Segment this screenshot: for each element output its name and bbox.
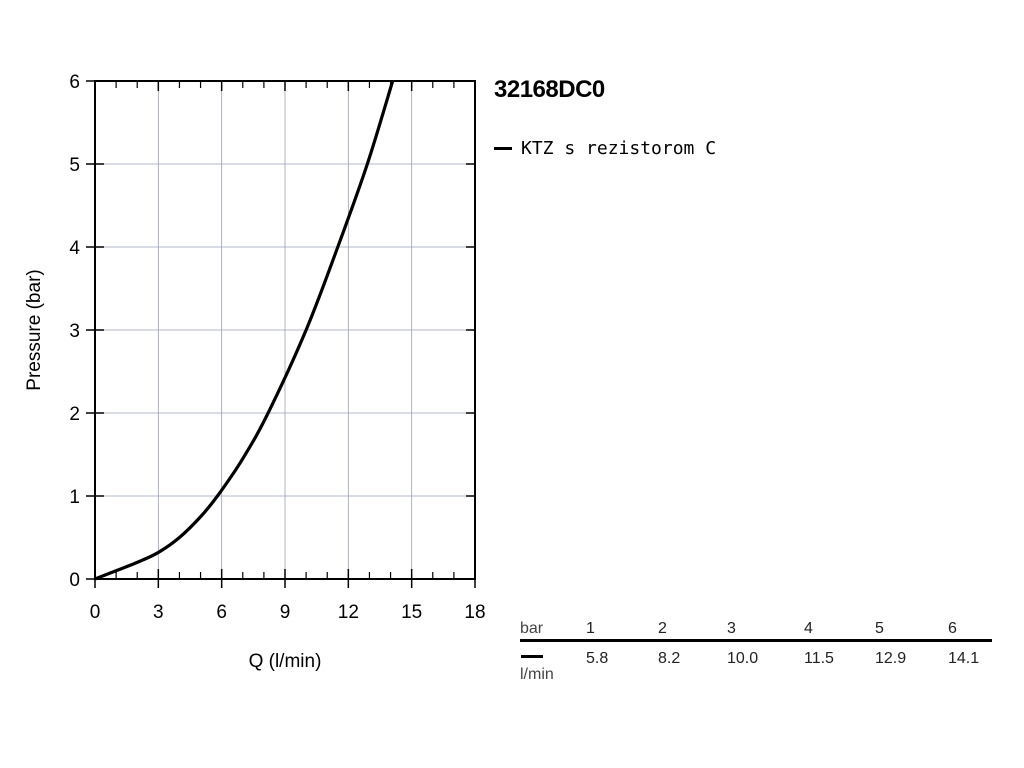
pressure-value-5: 5: [875, 620, 884, 637]
y-tick-label: 4: [69, 238, 80, 259]
y-tick-label: 0: [69, 570, 80, 591]
flow-value-5: 12.9: [875, 650, 907, 667]
x-tick-label: 6: [216, 602, 227, 623]
pressure-unit-label: bar: [520, 620, 544, 637]
plot-frame: [94, 80, 476, 580]
chart-title: 32168DC0: [494, 76, 605, 103]
series-layer: [94, 80, 395, 581]
y-tick-label: 2: [69, 404, 80, 425]
y-axis-label: Pressure (bar): [24, 269, 45, 390]
flow-value-1: 5.8: [586, 650, 609, 667]
y-tick-label: 6: [69, 72, 80, 93]
y-tick-label: 5: [69, 155, 80, 176]
grid-lines: [95, 81, 475, 579]
table-divider: [520, 639, 992, 642]
series-line: [94, 80, 395, 581]
pressure-value-6: 6: [948, 620, 957, 637]
x-tick-label: 3: [153, 602, 164, 623]
pressure-value-1: 1: [586, 620, 595, 637]
flow-table: bar 1 2 3 4 5 6 5.8 8.2 10.0 11.5 12.9 1…: [520, 620, 992, 684]
table-series-line-icon: [521, 655, 543, 658]
pressure-value-4: 4: [804, 620, 813, 637]
x-tick-label: 15: [401, 602, 422, 623]
x-tick-label: 12: [338, 602, 359, 623]
flow-unit-label: l/min: [520, 666, 554, 683]
minor-ticks: [115, 81, 455, 579]
flow-value-3: 10.0: [727, 650, 759, 667]
legend-swatch: [494, 147, 512, 150]
axes: [86, 80, 476, 588]
legend: KTZ s rezistorom C: [494, 138, 716, 159]
x-axis-label: Q (l/min): [249, 651, 322, 672]
flow-value-4: 11.5: [804, 650, 834, 667]
x-tick-label: 0: [90, 602, 101, 623]
x-tick-label: 9: [280, 602, 291, 623]
y-tick-label: 3: [69, 321, 80, 342]
flow-value-6: 14.1: [948, 650, 980, 667]
legend-label: KTZ s rezistorom C: [521, 138, 717, 159]
pressure-value-2: 2: [658, 620, 667, 637]
pressure-value-3: 3: [727, 620, 736, 637]
x-tick-label: 18: [464, 602, 485, 623]
flow-value-2: 8.2: [658, 650, 681, 667]
y-tick-label: 1: [69, 487, 80, 508]
